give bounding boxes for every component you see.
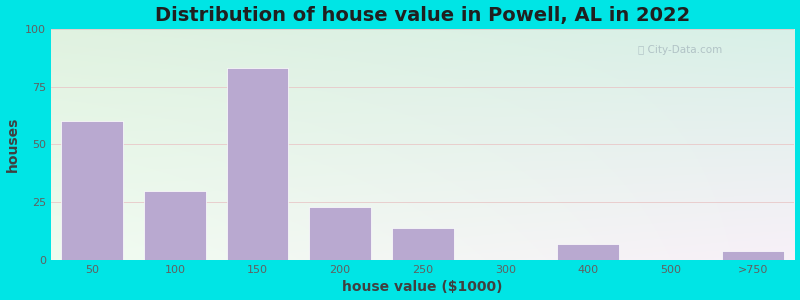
Bar (722, 251, 784, 260)
Bar (62, 121, 123, 260)
X-axis label: house value ($1000): house value ($1000) (342, 280, 503, 294)
Y-axis label: houses: houses (6, 117, 19, 172)
Bar (309, 207, 371, 260)
Bar (226, 68, 289, 260)
Bar (144, 191, 206, 260)
Bar (392, 228, 454, 260)
Text: ⓘ City-Data.com: ⓘ City-Data.com (638, 45, 722, 55)
Bar (557, 244, 619, 260)
Title: Distribution of house value in Powell, AL in 2022: Distribution of house value in Powell, A… (155, 6, 690, 25)
